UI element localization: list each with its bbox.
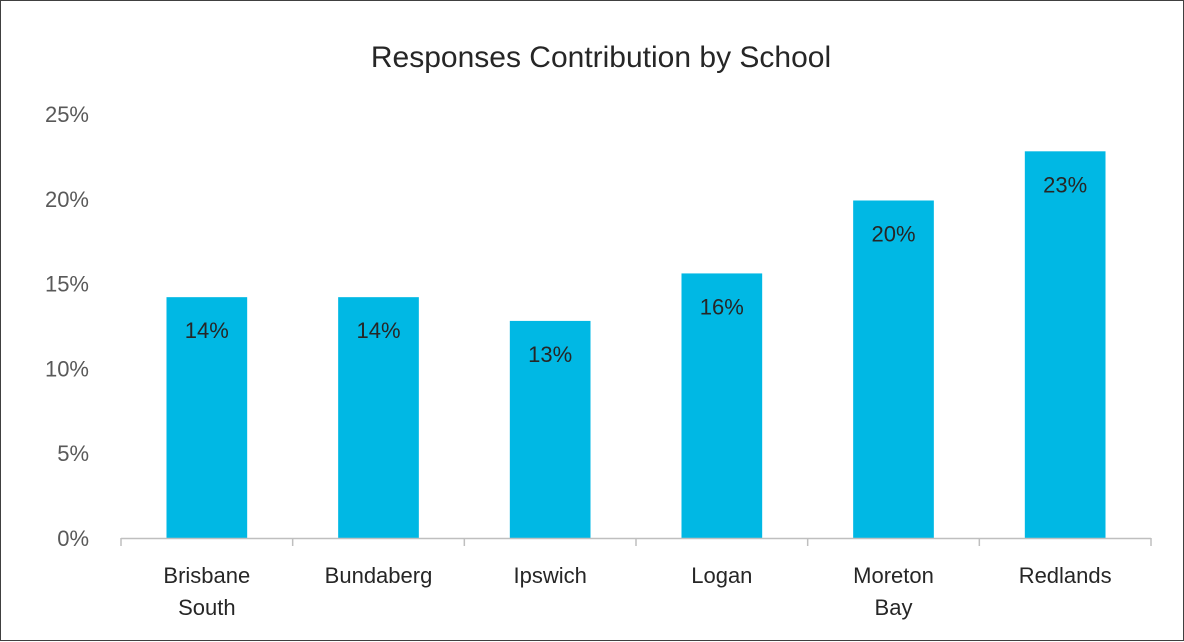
y-tick-label: 0% — [57, 526, 89, 551]
y-tick-label: 25% — [45, 102, 89, 127]
y-tick-label: 5% — [57, 441, 89, 466]
data-label: 14% — [356, 318, 400, 343]
x-category-label: Brisbane South — [163, 563, 250, 620]
data-label: 20% — [871, 221, 915, 246]
bars — [166, 151, 1106, 538]
data-labels: 14% 14% 13% 16% 20% 23% — [185, 172, 1087, 367]
bar — [853, 200, 934, 538]
x-category-label: Redlands — [1019, 563, 1112, 588]
data-label: 16% — [700, 294, 744, 319]
bar — [509, 320, 591, 538]
y-tick-label: 15% — [45, 272, 89, 297]
x-axis-category-labels: Brisbane South Bundaberg Ipswich Logan Moreto… — [163, 563, 1111, 620]
y-tick-label: 10% — [45, 356, 89, 381]
bar — [338, 297, 419, 538]
chart-title: Responses Contribution by School — [371, 41, 831, 74]
x-category-label: Moreton Bay — [853, 563, 934, 620]
x-category-label: Bundaberg — [325, 563, 433, 588]
data-label: 13% — [528, 342, 572, 367]
data-label: 23% — [1043, 172, 1087, 197]
data-label: 14% — [185, 318, 229, 343]
bar — [166, 297, 248, 538]
bar — [1024, 151, 1106, 538]
y-tick-label: 20% — [45, 187, 89, 212]
x-category-label: Ipswich — [513, 563, 586, 588]
y-axis-ticks: 0% 5% 10% 15% 20% 25% — [45, 102, 89, 551]
x-axis-ticks — [120, 538, 1152, 546]
bar — [681, 273, 763, 538]
x-category-label: Logan — [691, 563, 752, 588]
